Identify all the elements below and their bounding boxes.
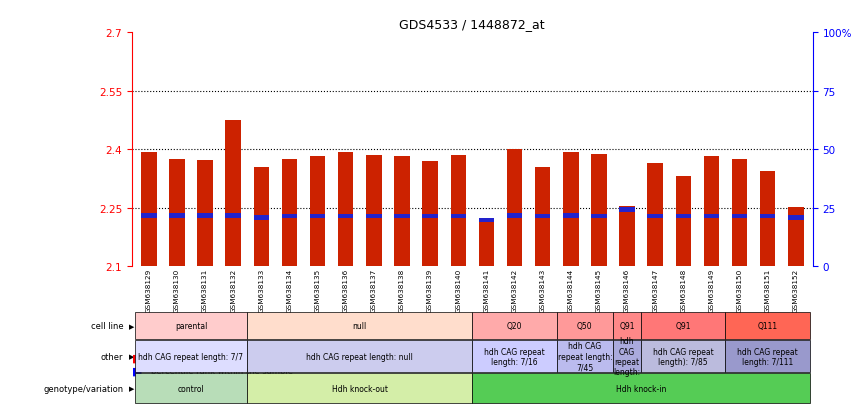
Bar bbox=[450, 156, 466, 266]
Text: genotype/variation: genotype/variation bbox=[43, 384, 123, 393]
Bar bbox=[169, 214, 185, 218]
Title: GDS4533 / 1448872_at: GDS4533 / 1448872_at bbox=[399, 17, 545, 31]
Text: other: other bbox=[101, 352, 123, 361]
Text: percentile rank within the sample: percentile rank within the sample bbox=[151, 366, 293, 375]
Bar bbox=[310, 157, 325, 266]
Text: Hdh knock-out: Hdh knock-out bbox=[332, 384, 388, 393]
Bar bbox=[506, 150, 523, 266]
Bar bbox=[394, 157, 409, 266]
Bar bbox=[676, 176, 691, 266]
Text: Q20: Q20 bbox=[506, 322, 523, 330]
Text: control: control bbox=[178, 384, 204, 393]
Bar bbox=[226, 214, 241, 218]
Bar bbox=[506, 214, 523, 218]
Text: ▶: ▶ bbox=[129, 354, 134, 359]
Text: Hdh knock-in: Hdh knock-in bbox=[616, 384, 666, 393]
Text: hdh
CAG
repeat
length:: hdh CAG repeat length: bbox=[614, 336, 641, 377]
Bar bbox=[169, 160, 185, 266]
Bar bbox=[788, 216, 803, 220]
Bar bbox=[760, 171, 775, 266]
Bar bbox=[648, 214, 663, 219]
Text: hdh CAG repeat
length: 7/16: hdh CAG repeat length: 7/16 bbox=[484, 347, 545, 366]
Bar bbox=[141, 153, 157, 266]
Text: Q111: Q111 bbox=[757, 322, 778, 330]
Bar bbox=[478, 221, 494, 266]
Bar bbox=[760, 214, 775, 219]
Bar bbox=[620, 208, 635, 212]
Bar bbox=[563, 214, 579, 218]
Bar bbox=[422, 214, 438, 219]
Bar bbox=[254, 216, 269, 220]
Text: Q50: Q50 bbox=[577, 322, 592, 330]
Bar bbox=[310, 214, 325, 219]
Text: ■: ■ bbox=[132, 353, 142, 363]
Text: hdh CAG
repeat length:
7/45: hdh CAG repeat length: 7/45 bbox=[557, 342, 612, 371]
Bar bbox=[591, 154, 607, 266]
Text: Q91: Q91 bbox=[676, 322, 691, 330]
Bar bbox=[422, 161, 438, 266]
Text: hdh CAG repeat
length): 7/85: hdh CAG repeat length): 7/85 bbox=[653, 347, 714, 366]
Bar bbox=[338, 152, 353, 266]
Bar bbox=[563, 152, 579, 266]
Text: hdh CAG repeat length: null: hdh CAG repeat length: null bbox=[306, 352, 414, 361]
Bar bbox=[788, 207, 803, 266]
Text: ▶: ▶ bbox=[129, 323, 134, 329]
Bar bbox=[450, 214, 466, 219]
Bar bbox=[282, 159, 297, 266]
Bar bbox=[535, 214, 551, 219]
Bar bbox=[141, 214, 157, 218]
Bar bbox=[394, 214, 409, 219]
Bar bbox=[732, 159, 747, 266]
Bar bbox=[535, 168, 551, 266]
Bar bbox=[282, 214, 297, 219]
Text: ■: ■ bbox=[132, 366, 142, 375]
Bar bbox=[254, 167, 269, 266]
Bar bbox=[366, 156, 381, 266]
Bar bbox=[704, 214, 719, 219]
Bar bbox=[704, 157, 719, 266]
Bar bbox=[478, 218, 494, 223]
Text: null: null bbox=[352, 322, 367, 330]
Bar bbox=[338, 214, 353, 219]
Text: cell line: cell line bbox=[91, 322, 123, 330]
Text: Q91: Q91 bbox=[620, 322, 635, 330]
Bar bbox=[366, 214, 381, 219]
Bar bbox=[591, 214, 607, 219]
Bar bbox=[197, 161, 213, 266]
Bar bbox=[197, 214, 213, 218]
Bar bbox=[732, 214, 747, 219]
Bar bbox=[620, 206, 635, 266]
Text: parental: parental bbox=[174, 322, 207, 330]
Text: ▶: ▶ bbox=[129, 385, 134, 391]
Text: hdh CAG repeat
length: 7/111: hdh CAG repeat length: 7/111 bbox=[737, 347, 798, 366]
Text: transformed count: transformed count bbox=[151, 354, 229, 363]
Text: hdh CAG repeat length: 7/7: hdh CAG repeat length: 7/7 bbox=[139, 352, 243, 361]
Bar bbox=[226, 121, 241, 266]
Bar bbox=[648, 164, 663, 266]
Bar bbox=[676, 214, 691, 219]
